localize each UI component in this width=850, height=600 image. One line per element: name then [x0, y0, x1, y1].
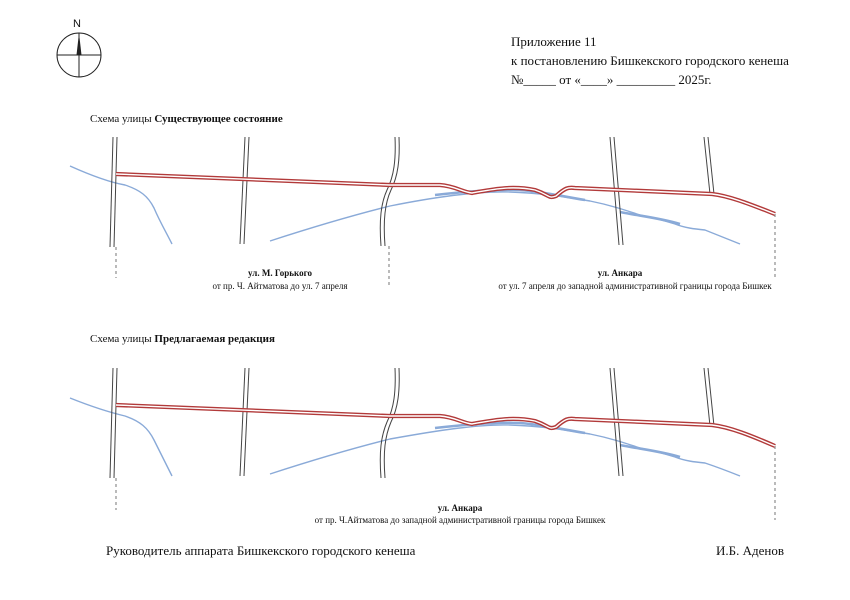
river-lines: [69, 397, 741, 477]
appendix-number: Приложение 11: [511, 34, 597, 49]
cross-roads: [109, 367, 715, 479]
footer-signatory: И.Б. Аденов: [716, 543, 784, 558]
section-proposed-caption: Схема улицы Предлагаемая редакция: [90, 333, 275, 345]
compass-north-label: N: [73, 18, 81, 30]
street-label-ankara-proposed: ул. Анкара: [437, 503, 483, 513]
street-label-ankara: ул. Анкара: [597, 268, 643, 278]
caption-prefix: Схема улицы: [90, 113, 155, 125]
compass-icon: [56, 32, 102, 78]
caption-prefix: Схема улицы: [90, 333, 155, 345]
appendix-resolution: к постановлению Бишкекского городского к…: [511, 53, 789, 68]
caption-title: Предлагаемая редакция: [154, 333, 275, 345]
cross-roads: [109, 136, 715, 248]
street-label-gorkogo: ул. М. Горького: [248, 268, 312, 278]
street-boundary-dashes: [115, 446, 776, 520]
street-range-ankara: от ул. 7 апреля до западной администрати…: [498, 281, 772, 291]
street-boundary-dashes: [115, 214, 776, 285]
scheme-proposed: [69, 367, 776, 520]
scheme-existing: [69, 136, 776, 285]
footer-position: Руководитель аппарата Бишкекского городс…: [106, 543, 416, 558]
appendix-date-line: №_____ от «____» _________ 2025г.: [511, 72, 712, 87]
street-range-gorkogo: от пр. Ч. Айтматова до ул. 7 апреля: [212, 281, 348, 291]
street-range-ankara-proposed: от пр. Ч.Айтматова до западной администр…: [314, 515, 606, 525]
section-existing-caption: Схема улицы Существующее состояние: [90, 113, 283, 125]
street-line-proposed: [115, 402, 776, 448]
caption-title: Существующее состояние: [154, 113, 283, 125]
